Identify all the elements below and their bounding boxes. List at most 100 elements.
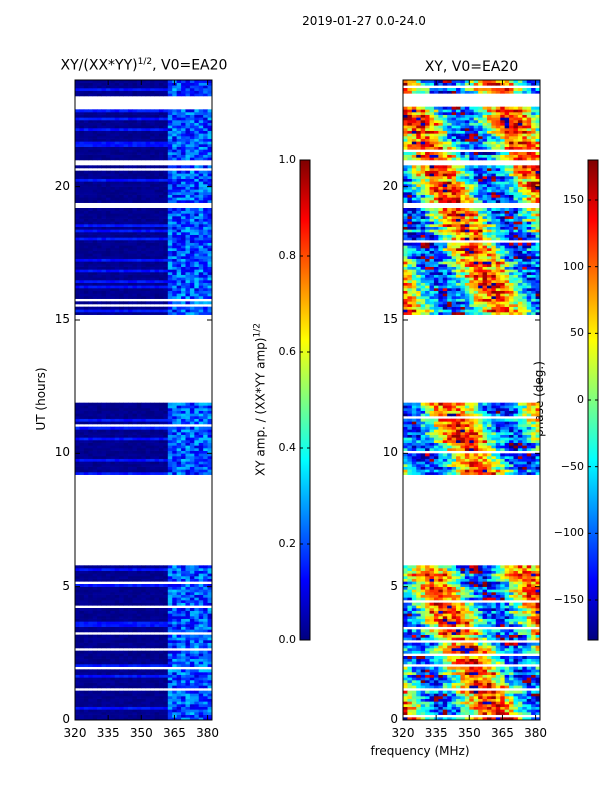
amp-cell [110, 714, 116, 718]
amp-cell [101, 109, 107, 113]
amp-cell [141, 573, 147, 577]
amp-cell [194, 141, 200, 145]
amp-cell [92, 245, 98, 249]
amp-cell [101, 637, 107, 641]
amp-cell [141, 184, 147, 187]
phase-cell [442, 704, 448, 707]
amp-cell [119, 226, 125, 230]
amp-cell [185, 282, 191, 286]
amp-cell [176, 261, 182, 265]
amp-cell [136, 586, 142, 590]
amp-cell [92, 714, 98, 718]
amp-cell [167, 586, 173, 590]
amp-cell [128, 626, 133, 630]
amp-cell [154, 293, 160, 297]
amp-cell [101, 589, 107, 593]
amp-cell [132, 181, 138, 185]
amp-cell [123, 293, 129, 297]
amp-cell [158, 410, 164, 414]
amp-cell [141, 85, 147, 89]
amp-cell [128, 464, 133, 467]
amp-cell [172, 256, 178, 259]
amp-cell [181, 408, 186, 411]
amp-cell [189, 584, 195, 587]
amp-cell [136, 690, 142, 694]
amp-cell [136, 122, 142, 126]
amp-cell [185, 272, 191, 275]
amp-cell [79, 429, 85, 433]
amp-cell [119, 293, 125, 297]
amp-cell [176, 578, 182, 582]
amp-cell [110, 570, 116, 574]
amp-cell [172, 453, 178, 457]
amp-cell [75, 669, 80, 673]
amp-cell [88, 570, 94, 574]
amp-cell [92, 120, 98, 123]
amp-cell [145, 701, 151, 705]
amp-title-main: XY/(XX*YY) [60, 57, 138, 74]
amp-cell [207, 674, 213, 678]
amp-cell [154, 677, 160, 681]
amp-cell [110, 432, 116, 435]
amp-cell [194, 274, 200, 278]
amp-cell [154, 680, 160, 683]
amp-cell [105, 450, 111, 454]
amp-cell [75, 442, 80, 446]
amp-cell [194, 565, 200, 569]
amp-cell [181, 176, 186, 179]
amp-cell [194, 701, 200, 705]
amp-cell [207, 573, 213, 577]
amp-cell [172, 584, 178, 587]
amp-cell [83, 130, 89, 134]
amp-cell [136, 277, 142, 281]
phase-cell [411, 706, 417, 710]
phase-cell [416, 698, 422, 702]
amp-cell [172, 464, 178, 467]
amp-cell [119, 682, 125, 686]
amp-cell [75, 456, 80, 459]
amp-cell [128, 442, 133, 446]
amp-cell [123, 680, 129, 683]
amp-cell [158, 616, 164, 619]
amp-cell [150, 90, 155, 94]
amp-cell [145, 698, 151, 702]
amp-cell [198, 445, 204, 449]
amp-cell [114, 210, 120, 214]
amp-cell [167, 429, 173, 433]
amp-cell [136, 152, 142, 155]
amp-cell [176, 194, 182, 198]
amp-cell [114, 704, 120, 707]
amp-cell [145, 672, 151, 675]
amp-cell [181, 165, 186, 169]
amp-cell [141, 448, 147, 451]
amp-cell [158, 128, 164, 131]
amp-cell [83, 592, 89, 595]
amp-cell [132, 82, 138, 86]
amp-cell [92, 229, 98, 233]
amp-cell [114, 706, 120, 710]
amp-cell [189, 218, 195, 222]
amp-cell [154, 642, 160, 646]
amp-cell [88, 184, 94, 187]
amp-cell [172, 658, 178, 662]
amp-cell [105, 232, 111, 235]
amp-cell [83, 701, 89, 705]
amp-cell [128, 197, 133, 201]
phase-cell [526, 712, 532, 715]
amp-cell [83, 280, 89, 283]
amp-cell [172, 184, 178, 187]
phase-cell [513, 712, 519, 715]
amp-cell [110, 120, 116, 123]
phase-cell [531, 709, 536, 713]
amp-cell [105, 408, 111, 411]
amp-cell [92, 413, 98, 417]
amp-cell [88, 112, 94, 115]
amp-cell [92, 173, 98, 177]
amp-cell [154, 141, 160, 145]
amp-cell [83, 216, 89, 219]
amp-cell [136, 112, 142, 115]
amp-cell [154, 637, 160, 641]
amp-cell [119, 408, 125, 411]
amp-cell [194, 128, 200, 131]
amp-cell [105, 296, 111, 299]
